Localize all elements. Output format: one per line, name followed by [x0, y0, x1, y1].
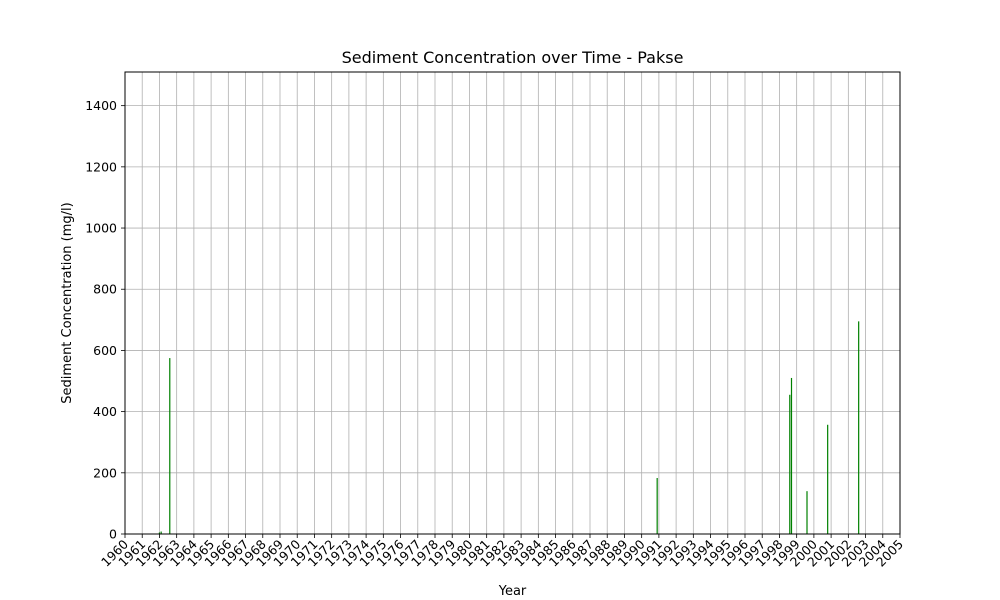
y-tick-label: 1200: [85, 159, 117, 174]
y-axis-label: Sediment Concentration (mg/l): [60, 202, 75, 403]
bar: [160, 531, 162, 534]
bars: [158, 321, 860, 534]
chart-title: Sediment Concentration over Time - Pakse: [342, 48, 684, 67]
bar: [858, 321, 860, 534]
bar: [827, 424, 829, 534]
plot-frame: [124, 71, 901, 535]
ticks: 1960196119621963196419651966196719681969…: [85, 98, 906, 569]
y-tick-label: 1400: [85, 98, 117, 113]
bar: [806, 491, 808, 534]
bar: [656, 478, 658, 534]
x-axis-label: Year: [498, 584, 527, 599]
y-tick-label: 0: [109, 527, 117, 542]
y-tick-label: 200: [93, 465, 117, 480]
y-tick-label: 800: [93, 282, 117, 297]
y-tick-label: 600: [93, 343, 117, 358]
bar: [790, 377, 793, 534]
bar: [169, 358, 171, 534]
bar: [789, 394, 791, 534]
y-tick-label: 400: [93, 404, 117, 419]
y-tick-label: 1000: [85, 221, 117, 236]
bar: [158, 532, 161, 534]
